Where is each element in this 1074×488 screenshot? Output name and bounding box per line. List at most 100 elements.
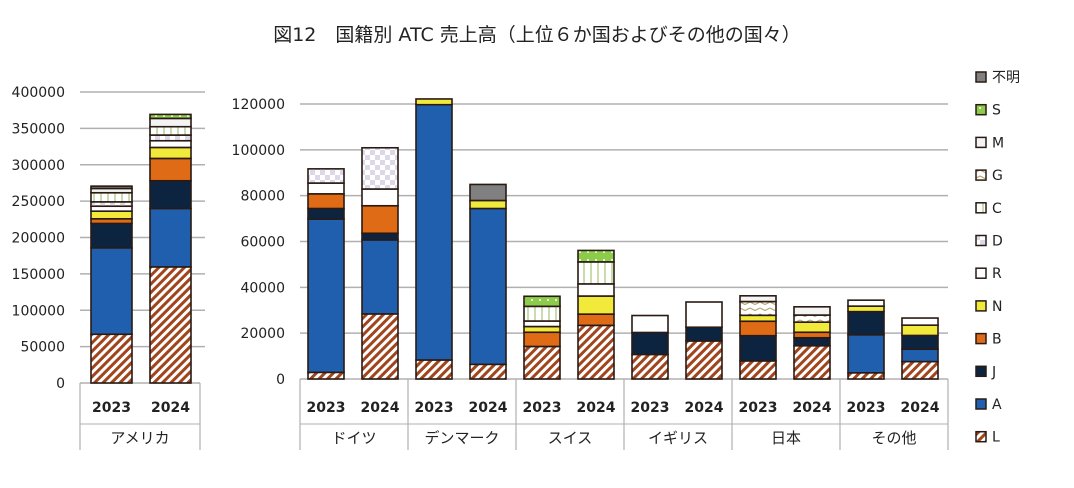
bar-segment-D: [307, 168, 345, 184]
bar-segment-R: [577, 283, 615, 297]
y-tick-label: 250000: [12, 194, 65, 210]
bar-segment-A: [415, 103, 453, 361]
bar-segment-C: [577, 261, 615, 285]
legend-swatch-L: [975, 430, 987, 443]
legend-label: B: [992, 332, 1002, 348]
legend-swatch-G: [975, 169, 987, 181]
bar-segment-J: [149, 179, 192, 210]
bar-segment-M: [739, 295, 777, 303]
y-tick-label: 200000: [12, 231, 65, 247]
bar-segment-L: [739, 360, 777, 380]
bar-segment-B: [149, 157, 192, 182]
legend-swatch-A: [975, 398, 987, 410]
legend-swatch-M: [975, 136, 987, 149]
bar-segment-N: [523, 325, 561, 334]
bar-segment-N: [415, 98, 453, 106]
year-label: 2023: [847, 400, 886, 416]
bar-segment-L: [793, 344, 831, 380]
bar-segment-A: [149, 207, 192, 268]
bar-segment-C: [90, 191, 133, 203]
year-label: 2023: [92, 400, 131, 416]
bar-segment-N: [90, 210, 133, 220]
bar-segment-B: [361, 204, 399, 235]
legend-label: D: [992, 234, 1003, 250]
bar-segment-J: [307, 207, 345, 220]
legend-swatch-不明: [975, 71, 987, 83]
category-label: デンマーク: [424, 429, 499, 447]
year-label: 2024: [361, 400, 400, 416]
bar-segment-L: [847, 372, 885, 380]
bar-segment-M: [149, 117, 192, 128]
bar-segment-L: [685, 340, 723, 380]
bar-segment-B: [739, 320, 777, 337]
legend-swatch-R: [975, 267, 987, 279]
bar-segment-A: [90, 247, 133, 336]
bar-segment-C: [149, 125, 192, 136]
year-label: 2024: [469, 400, 508, 416]
y-tick-label: 350000: [12, 121, 65, 137]
legend-label: R: [992, 266, 1002, 282]
bar-segment-不明: [469, 183, 507, 202]
bar-segment-R: [901, 317, 939, 326]
bar-segment-D: [361, 146, 399, 190]
bar-segment-J: [793, 336, 831, 347]
legend-swatch-C: [975, 202, 987, 214]
bar-segment-G: [793, 314, 831, 323]
y-tick-label: 20000: [240, 326, 285, 342]
year-label: 2024: [793, 400, 832, 416]
bar-segment-S: [523, 295, 561, 308]
category-label: ドイツ: [331, 429, 376, 447]
bar-segment-L: [577, 324, 615, 380]
category-label: スイス: [548, 429, 593, 447]
bar-segment-L: [469, 363, 507, 380]
bar-segment-R: [631, 314, 669, 334]
y-tick-label: 150000: [12, 267, 65, 283]
bar-segment-J: [361, 232, 399, 241]
bar-segment-D: [149, 134, 192, 142]
legend-swatch-N: [975, 300, 987, 312]
bar-segment-L: [901, 360, 939, 380]
bar-segment-R: [523, 320, 561, 328]
chart-title: 図12 国籍別 ATC 売上高（上位６か国およびその他の国々）: [273, 24, 801, 46]
category-label: イギリス: [648, 429, 708, 447]
bar-segment-N: [149, 146, 192, 160]
bar-segment-R: [847, 299, 885, 307]
legend-swatch-J: [975, 365, 987, 378]
category-label: アメリカ: [110, 429, 169, 447]
bar-segment-N: [793, 321, 831, 334]
bar-segment-C: [523, 305, 561, 322]
bar-segment-L: [361, 313, 399, 380]
y-tick-label: 40000: [240, 280, 285, 296]
bar-segment-A: [469, 207, 507, 366]
y-tick-label: 120000: [232, 97, 285, 113]
year-label: 2024: [901, 400, 940, 416]
y-tick-label: 400000: [12, 85, 65, 101]
bar-segment-不明: [90, 185, 133, 190]
bar-segment-A: [361, 239, 399, 315]
year-label: 2024: [577, 400, 616, 416]
bar-segment-J: [685, 326, 723, 342]
year-label: 2023: [739, 400, 778, 416]
bar-segment-L: [523, 345, 561, 380]
bar-segment-A: [901, 348, 939, 363]
legend-label: J: [991, 364, 996, 380]
bar-segment-B: [577, 313, 615, 327]
legend-label: M: [992, 135, 1004, 151]
legend-label: L: [992, 430, 1000, 446]
bar-segment-L: [307, 371, 345, 380]
bar-segment-B: [793, 331, 831, 339]
bar-segment-L: [415, 359, 453, 380]
bar-segment-B: [523, 331, 561, 348]
bar-segment-R: [685, 301, 723, 329]
y-tick-label: 100000: [232, 143, 285, 159]
bar-segment-J: [631, 331, 669, 356]
y-tick-label: 80000: [240, 189, 285, 205]
bar-segment-J: [901, 334, 939, 351]
bar-segment-B: [307, 193, 345, 210]
year-label: 2023: [415, 400, 454, 416]
year-label: 2023: [307, 400, 346, 416]
bar-segment-A: [307, 218, 345, 374]
bar-segment-J: [90, 222, 133, 249]
bar-segment-N: [469, 199, 507, 210]
legend-swatch-D: [975, 234, 987, 247]
